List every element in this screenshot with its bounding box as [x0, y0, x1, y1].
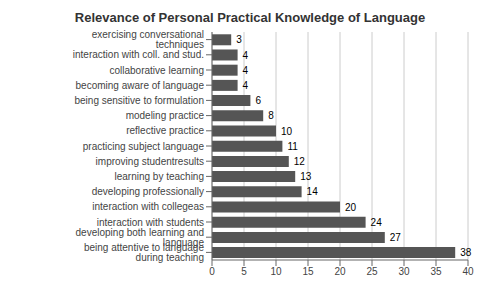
svg-text:40: 40: [462, 266, 474, 277]
svg-text:improving studentresults: improving studentresults: [96, 156, 204, 167]
svg-text:practicing subject language: practicing subject language: [83, 141, 205, 152]
svg-text:4: 4: [243, 50, 249, 61]
svg-text:10: 10: [281, 126, 293, 137]
svg-text:developing professionally: developing professionally: [92, 186, 204, 197]
svg-text:3: 3: [236, 34, 242, 45]
svg-text:interaction with students: interaction with students: [97, 217, 204, 228]
svg-text:20: 20: [334, 266, 346, 277]
svg-text:15: 15: [302, 266, 314, 277]
svg-text:14: 14: [307, 186, 319, 197]
svg-text:8: 8: [268, 110, 274, 121]
svg-text:modeling practice: modeling practice: [126, 110, 205, 121]
svg-text:0: 0: [209, 266, 215, 277]
svg-text:12: 12: [294, 156, 306, 167]
svg-text:30: 30: [398, 266, 410, 277]
svg-text:4: 4: [243, 65, 249, 76]
svg-text:35: 35: [430, 266, 442, 277]
svg-text:being sensitive to formulation: being sensitive to formulation: [74, 95, 204, 106]
svg-text:38: 38: [460, 247, 472, 258]
svg-text:developing both learning andla: developing both learning andlanguage: [76, 227, 205, 248]
svg-text:learning by teaching: learning by teaching: [114, 171, 204, 182]
svg-text:exercising conversationaltechn: exercising conversationaltechniques: [92, 29, 204, 50]
svg-text:5: 5: [241, 266, 247, 277]
svg-text:10: 10: [270, 266, 282, 277]
svg-text:25: 25: [366, 266, 378, 277]
svg-text:27: 27: [390, 232, 402, 243]
svg-text:interaction with collegeas: interaction with collegeas: [92, 201, 204, 212]
svg-text:interaction with coll. and stu: interaction with coll. and stud.: [73, 49, 204, 60]
svg-text:4: 4: [243, 80, 249, 91]
svg-text:becoming aware of language: becoming aware of language: [76, 80, 205, 91]
svg-text:collaborative learning: collaborative learning: [109, 65, 204, 76]
svg-text:24: 24: [371, 217, 383, 228]
svg-text:6: 6: [255, 95, 261, 106]
svg-text:20: 20: [345, 202, 357, 213]
svg-text:13: 13: [300, 171, 312, 182]
svg-text:reflective practice: reflective practice: [126, 125, 204, 136]
svg-text:11: 11: [287, 141, 298, 152]
